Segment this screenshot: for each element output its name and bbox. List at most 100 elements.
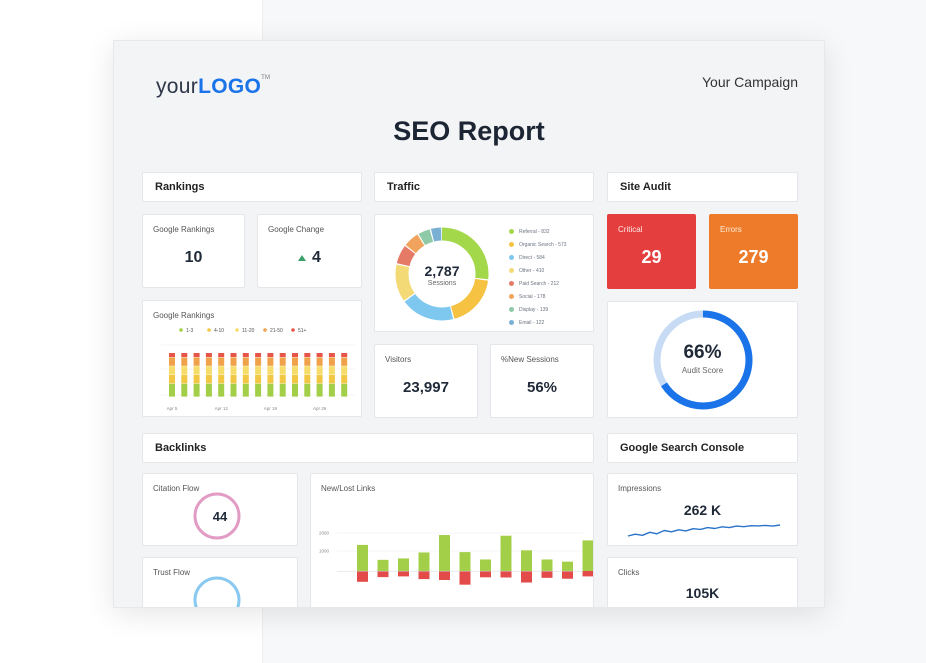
legend-item: Direct - 584 bbox=[509, 251, 567, 264]
critical-value: 29 bbox=[641, 247, 662, 267]
impressions-label: Impressions bbox=[618, 484, 662, 493]
new-sessions-card[interactable]: %New Sessions 56% bbox=[490, 344, 594, 418]
legend-swatch bbox=[207, 328, 211, 332]
bar-segment bbox=[328, 357, 335, 366]
bar-segment bbox=[316, 383, 323, 397]
sessions-card[interactable]: 2,787 Sessions Referral - 832 Organic Sea… bbox=[374, 214, 594, 332]
legend-swatch bbox=[509, 268, 514, 273]
legend-label: 4-10 bbox=[214, 328, 224, 334]
audit-score-label: Audit Score bbox=[681, 366, 724, 375]
bar-segment bbox=[169, 375, 175, 384]
new-lost-links-card[interactable]: New/Lost Links 2000 1000 bbox=[310, 473, 594, 607]
bar-segment bbox=[230, 366, 237, 375]
new-links-bar bbox=[541, 559, 553, 571]
bar-segment bbox=[304, 353, 311, 357]
sessions-label: Sessions bbox=[427, 280, 457, 287]
bar-segment bbox=[169, 353, 175, 357]
legend-label: Email - 122 bbox=[519, 319, 545, 326]
tick-label: 2000 bbox=[319, 531, 330, 536]
lost-links-bar bbox=[459, 571, 471, 585]
bar-segment bbox=[193, 353, 200, 357]
bar-segment bbox=[255, 353, 262, 357]
legend-item: Email - 122 bbox=[509, 316, 567, 329]
bar-segment bbox=[304, 357, 311, 366]
bar-segment bbox=[242, 375, 249, 384]
impressions-sparkline bbox=[627, 524, 781, 537]
errors-label: Errors bbox=[720, 225, 742, 234]
audit-score-arc bbox=[653, 310, 753, 410]
critical-card[interactable]: Critical 29 bbox=[607, 214, 696, 289]
bar-segment bbox=[181, 383, 188, 397]
bar-segment bbox=[205, 375, 212, 384]
google-rankings-chart-card[interactable]: Google Rankings 1-3 4-10 11-20 21-50 51+ Apr … bbox=[142, 300, 362, 417]
bar-segment bbox=[304, 375, 311, 384]
bar-segment bbox=[279, 357, 286, 366]
bar-segment bbox=[193, 375, 200, 384]
bar-segment bbox=[193, 366, 200, 375]
clicks-label: Clicks bbox=[618, 568, 640, 577]
legend-swatch bbox=[509, 320, 514, 325]
citation-flow-card[interactable]: Citation Flow 44 bbox=[142, 473, 298, 546]
legend-label: Paid Search - 212 bbox=[519, 280, 560, 287]
bar-segment bbox=[304, 383, 311, 397]
bar-segment bbox=[341, 357, 348, 366]
bar-segment bbox=[218, 383, 225, 397]
google-rankings-value: 10 bbox=[184, 249, 203, 266]
lost-links-bar bbox=[541, 571, 553, 578]
bar-segment bbox=[316, 366, 323, 375]
trust-flow-card[interactable]: Trust Flow bbox=[142, 557, 298, 607]
legend-label: 11-20 bbox=[242, 328, 255, 334]
lost-links-bar bbox=[377, 571, 389, 578]
legend-swatch bbox=[509, 255, 514, 260]
bar-segment bbox=[218, 366, 225, 375]
legend-item: Organic Search - 573 bbox=[509, 238, 567, 251]
tick-label: Apr 12 bbox=[215, 406, 229, 411]
new-links-bar bbox=[357, 544, 368, 571]
critical-label: Critical bbox=[618, 225, 643, 234]
backlinks-header: Backlinks bbox=[142, 433, 594, 463]
legend-swatch bbox=[179, 328, 183, 332]
bar-segment bbox=[316, 375, 323, 384]
legend-swatch bbox=[509, 242, 514, 247]
bar-segment bbox=[218, 375, 225, 384]
legend-swatch bbox=[509, 281, 514, 286]
site-audit-header: Site Audit bbox=[607, 172, 798, 202]
bar-segment bbox=[292, 383, 298, 397]
bar-segment bbox=[279, 366, 286, 375]
bar-segment bbox=[316, 357, 323, 366]
bar-segment bbox=[267, 383, 274, 397]
tick-label: Apr 19 bbox=[264, 406, 278, 411]
new-links-bar bbox=[480, 559, 491, 571]
google-change-label: Google Change bbox=[268, 225, 325, 234]
gsc-header: Google Search Console bbox=[607, 433, 798, 463]
bar-segment bbox=[181, 375, 188, 384]
audit-score-value: 66% bbox=[683, 342, 722, 363]
bar-segment bbox=[341, 366, 348, 375]
lost-links-bar bbox=[398, 571, 409, 577]
citation-flow-value: 44 bbox=[212, 509, 228, 524]
google-rankings-card[interactable]: Google Rankings 10 bbox=[142, 214, 245, 288]
errors-card[interactable]: Errors 279 bbox=[709, 214, 798, 289]
bar-segment bbox=[267, 375, 274, 384]
bar-segment bbox=[328, 375, 335, 384]
bar-segment bbox=[205, 366, 212, 375]
bar-segment bbox=[193, 383, 200, 397]
clicks-card[interactable]: Clicks 105K bbox=[607, 557, 798, 607]
lost-links-bar bbox=[521, 571, 532, 583]
bar-segment bbox=[205, 353, 212, 357]
citation-flow-label: Citation Flow bbox=[153, 484, 200, 493]
new-links-bar bbox=[459, 552, 471, 571]
bar-segment bbox=[255, 375, 262, 384]
trust-flow-ring bbox=[193, 576, 241, 607]
bar-segment bbox=[267, 366, 274, 375]
audit-score-card[interactable]: 66% Audit Score bbox=[607, 301, 798, 418]
google-change-card[interactable]: Google Change 4 bbox=[257, 214, 362, 288]
tick-label: 1000 bbox=[319, 549, 330, 554]
new-links-bar bbox=[398, 558, 409, 571]
new-links-bar bbox=[500, 535, 512, 571]
bar-segment bbox=[242, 383, 249, 397]
impressions-card[interactable]: Impressions 262 K bbox=[607, 473, 798, 546]
lost-links-bar bbox=[500, 571, 512, 578]
citation-flow-circle bbox=[193, 492, 241, 540]
visitors-card[interactable]: Visitors 23,997 bbox=[374, 344, 478, 418]
